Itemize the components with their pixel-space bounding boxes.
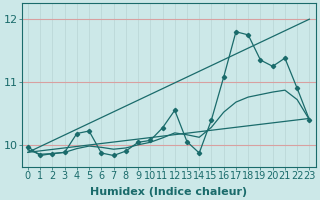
X-axis label: Humidex (Indice chaleur): Humidex (Indice chaleur) (90, 187, 247, 197)
